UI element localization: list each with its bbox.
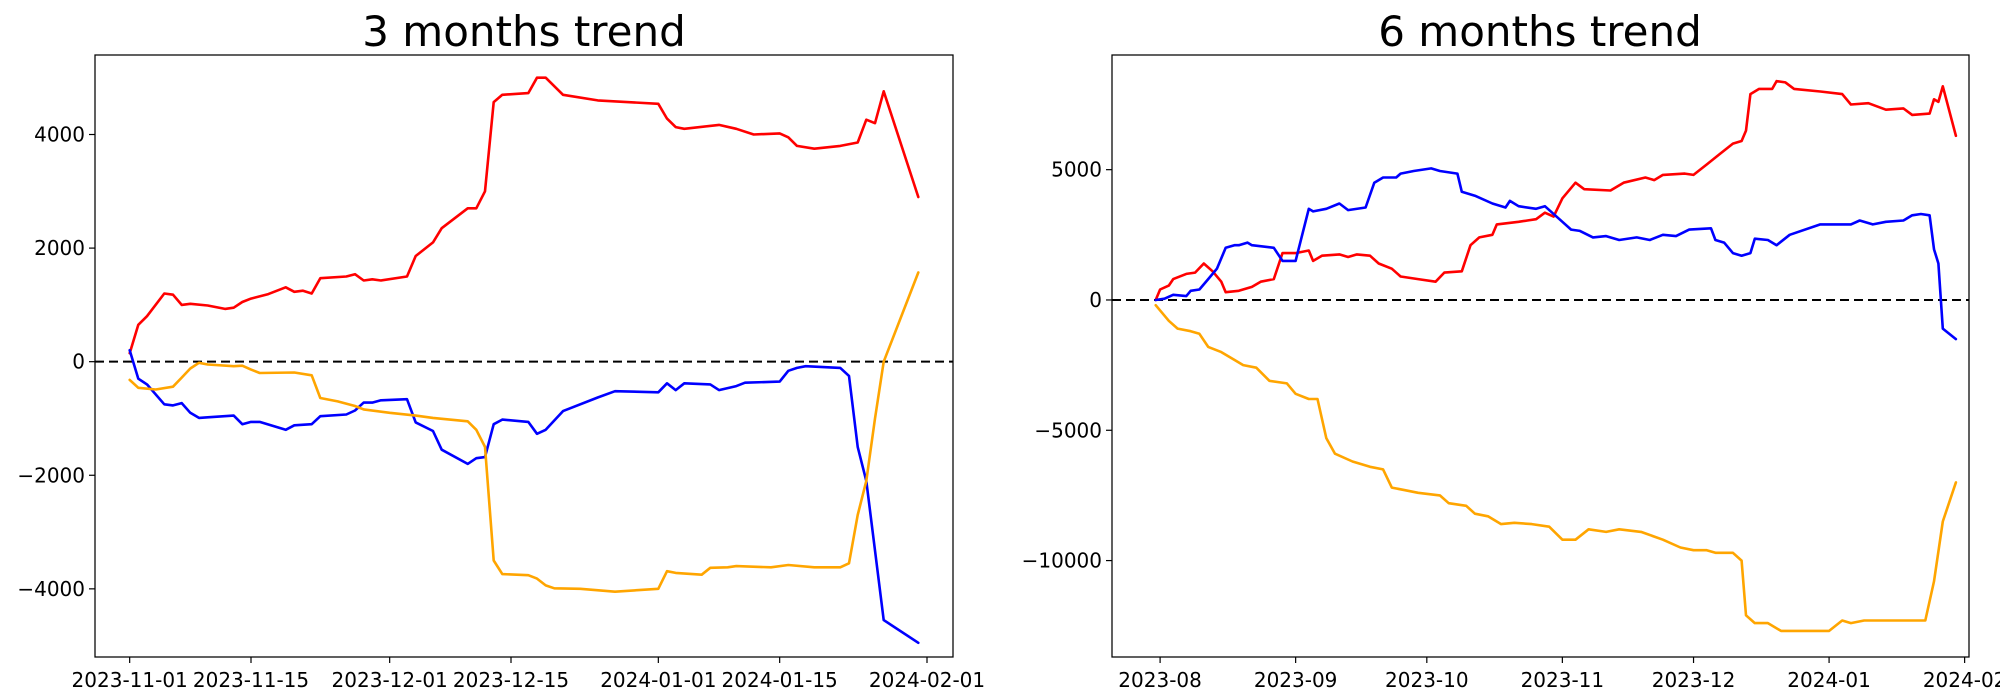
x-tick-label: 2024-02	[1923, 668, 2000, 692]
chart-marks: 2023-11-01 2023-11-15 2023-12-01 2023-12-15…	[17, 76, 985, 692]
x-tick-label: 2023-09	[1254, 668, 1338, 692]
series-line-1	[1154, 79, 1958, 302]
series-line-3	[128, 271, 920, 594]
x-tick-label: 2024-01-01	[600, 668, 716, 692]
chart-title: 6 months trend	[1378, 7, 1702, 56]
x-tick-label: 2023-10	[1385, 668, 1469, 692]
series-line-2	[1154, 167, 1958, 341]
y-tick-label: −10000	[1022, 549, 1102, 573]
series-line-3	[1154, 303, 1958, 633]
chart-marks: 2023-08 2023-09 2023-10 2023-11 2023-12 2024-…	[1022, 79, 2000, 692]
y-tick-label: −5000	[1034, 418, 1102, 442]
y-tick-label: 4000	[34, 123, 85, 147]
y-tick-label: 5000	[1051, 158, 1102, 182]
chart-3-months: 3 months trend 2023-11-01 2023-11-15 2023-…	[17, 7, 985, 692]
x-tick-label: 2024-01	[1787, 668, 1871, 692]
x-tick-label: 2023-11-15	[193, 668, 309, 692]
plot-area	[1111, 54, 1970, 658]
series-line-1	[128, 76, 920, 355]
x-tick-label: 2023-12-15	[453, 668, 569, 692]
series-line-2	[128, 348, 920, 645]
x-tick-label: 2023-11-01	[72, 668, 188, 692]
x-tick-label: 2024-02-01	[869, 668, 985, 692]
chart-title: 3 months trend	[362, 7, 686, 56]
y-tick-label: −4000	[17, 577, 85, 601]
plot-area	[94, 54, 954, 658]
x-tick-label: 2024-01-15	[722, 668, 838, 692]
y-tick-label: 2000	[34, 236, 85, 260]
y-tick-label: 0	[72, 350, 85, 374]
y-tick-label: −2000	[17, 463, 85, 487]
x-tick-label: 2023-12	[1652, 668, 1736, 692]
x-tick-label: 2023-08	[1118, 668, 1202, 692]
x-tick-label: 2023-11	[1521, 668, 1605, 692]
x-tick-label: 2023-12-01	[332, 668, 448, 692]
y-tick-label: 0	[1089, 288, 1102, 312]
chart-6-months: 6 months trend 2023-08 2023-09 2023-10 2023…	[1022, 7, 2000, 692]
